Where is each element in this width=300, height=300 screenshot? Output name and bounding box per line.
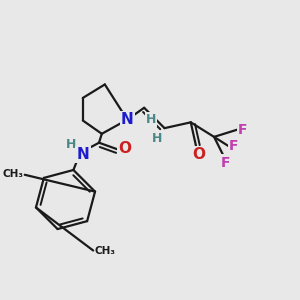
Text: O: O: [192, 147, 206, 162]
Text: CH₃: CH₃: [94, 246, 116, 256]
Text: F: F: [229, 139, 238, 153]
Text: CH₃: CH₃: [2, 169, 23, 179]
Text: H: H: [66, 138, 76, 151]
Text: H: H: [152, 132, 163, 145]
Text: O: O: [119, 141, 132, 156]
Text: N: N: [76, 147, 89, 162]
Text: H: H: [146, 113, 156, 126]
Text: N: N: [121, 112, 134, 127]
Text: F: F: [238, 123, 247, 136]
Text: F: F: [221, 155, 230, 170]
